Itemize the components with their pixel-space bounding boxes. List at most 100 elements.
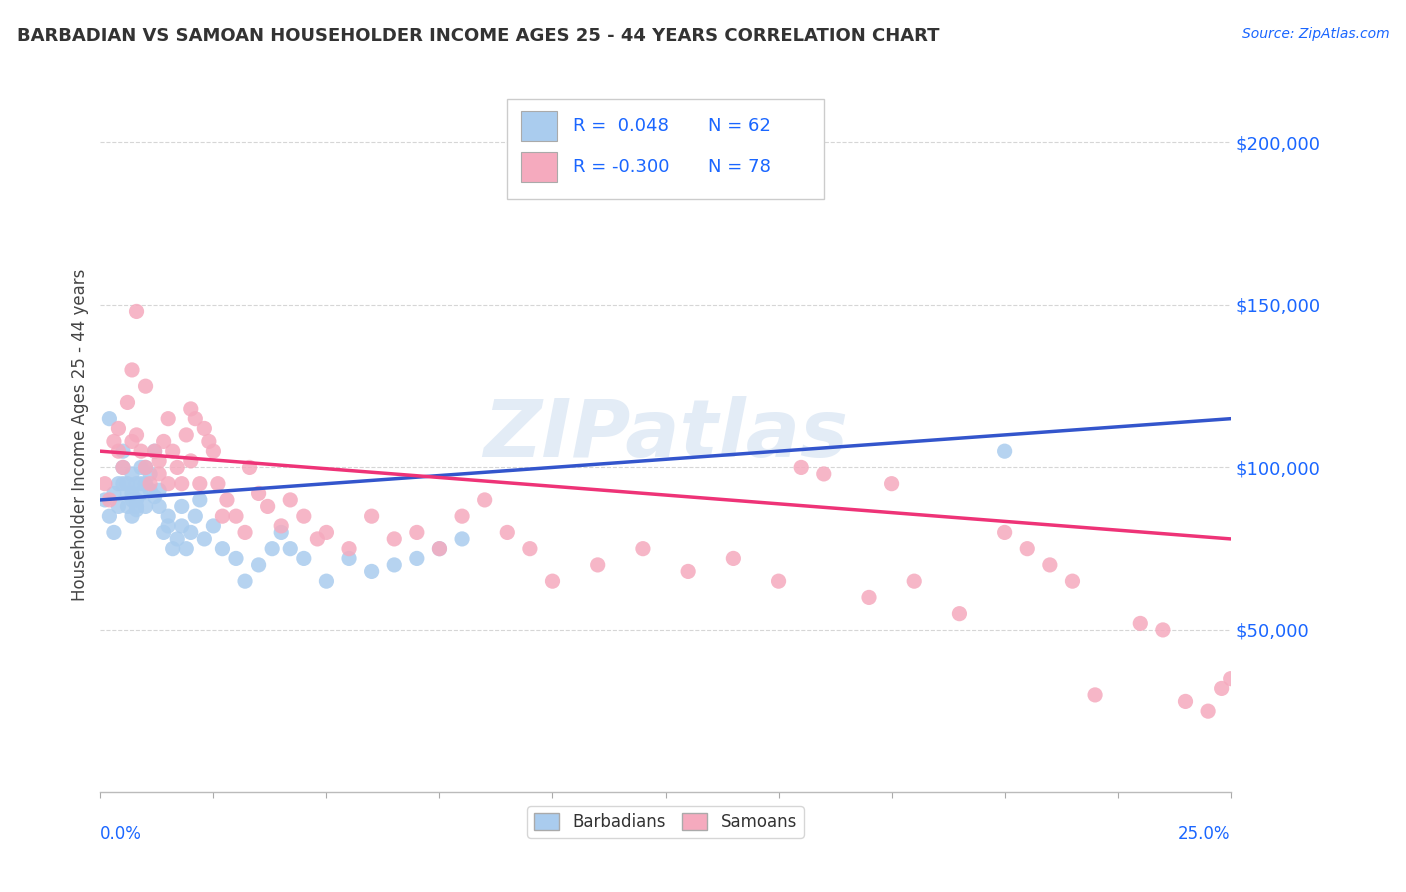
Point	[225, 509, 247, 524]
Point	[125, 502, 148, 516]
Point	[157, 509, 180, 524]
Point	[103, 434, 125, 449]
Point	[1129, 616, 1152, 631]
Text: ZIPatlas: ZIPatlas	[484, 396, 848, 474]
Point	[188, 492, 211, 507]
Point	[790, 460, 813, 475]
Point	[429, 541, 451, 556]
Point	[519, 541, 541, 556]
Point	[337, 541, 360, 556]
Point	[1039, 558, 1062, 572]
Point	[135, 476, 157, 491]
Point	[121, 509, 143, 524]
Point	[135, 460, 157, 475]
Point	[211, 509, 233, 524]
Point	[1211, 681, 1233, 696]
Point	[184, 411, 207, 425]
Point	[474, 492, 496, 507]
Point	[292, 509, 315, 524]
Point	[382, 558, 405, 572]
Point	[631, 541, 654, 556]
Point	[166, 532, 188, 546]
Text: N = 78: N = 78	[709, 158, 772, 176]
Point	[903, 574, 925, 589]
Point	[1062, 574, 1084, 589]
Point	[121, 434, 143, 449]
Point	[139, 467, 162, 481]
Point	[451, 532, 474, 546]
Point	[135, 460, 157, 475]
Point	[211, 541, 233, 556]
Point	[111, 476, 134, 491]
Point	[198, 434, 221, 449]
Text: 25.0%: 25.0%	[1178, 824, 1230, 843]
Point	[405, 551, 427, 566]
Point	[117, 486, 139, 500]
Point	[382, 532, 405, 546]
Point	[135, 500, 157, 514]
Point	[166, 460, 188, 475]
Point	[184, 509, 207, 524]
Point	[262, 541, 284, 556]
Point	[170, 500, 193, 514]
Point	[170, 519, 193, 533]
Text: BARBADIAN VS SAMOAN HOUSEHOLDER INCOME AGES 25 - 44 YEARS CORRELATION CHART: BARBADIAN VS SAMOAN HOUSEHOLDER INCOME A…	[17, 27, 939, 45]
Point	[202, 519, 225, 533]
Point	[125, 428, 148, 442]
Text: 0.0%: 0.0%	[100, 824, 142, 843]
Point	[107, 421, 129, 435]
Point	[1084, 688, 1107, 702]
Point	[148, 467, 170, 481]
Point	[193, 421, 215, 435]
Point	[152, 525, 174, 540]
Point	[162, 541, 184, 556]
Point	[193, 532, 215, 546]
Point	[143, 444, 166, 458]
Point	[405, 525, 427, 540]
Point	[117, 395, 139, 409]
Point	[541, 574, 564, 589]
Point	[337, 551, 360, 566]
Text: R =  0.048: R = 0.048	[572, 117, 669, 135]
Point	[111, 460, 134, 475]
Point	[129, 444, 152, 458]
Point	[247, 486, 270, 500]
Point	[129, 460, 152, 475]
Point	[107, 444, 129, 458]
Point	[215, 492, 238, 507]
Point	[307, 532, 329, 546]
Point	[586, 558, 609, 572]
Point	[135, 379, 157, 393]
Point	[315, 574, 337, 589]
Point	[174, 428, 197, 442]
Point	[207, 476, 229, 491]
Point	[315, 525, 337, 540]
Point	[1017, 541, 1039, 556]
Point	[270, 525, 292, 540]
Point	[139, 476, 162, 491]
Point	[180, 525, 202, 540]
FancyBboxPatch shape	[520, 111, 557, 141]
Point	[117, 500, 139, 514]
Point	[292, 551, 315, 566]
Point	[278, 492, 301, 507]
Point	[148, 483, 170, 498]
Point	[270, 519, 292, 533]
Point	[143, 444, 166, 458]
Point	[103, 525, 125, 540]
Point	[225, 551, 247, 566]
FancyBboxPatch shape	[520, 152, 557, 182]
Point	[139, 483, 162, 498]
Point	[125, 492, 148, 507]
Point	[180, 454, 202, 468]
Point	[98, 492, 121, 507]
Point	[148, 500, 170, 514]
Point	[157, 411, 180, 425]
Point	[278, 541, 301, 556]
Point	[360, 509, 382, 524]
Point	[121, 363, 143, 377]
Point	[1197, 704, 1219, 718]
Legend: Barbadians, Samoans: Barbadians, Samoans	[527, 806, 804, 838]
Point	[125, 500, 148, 514]
Point	[1152, 623, 1174, 637]
